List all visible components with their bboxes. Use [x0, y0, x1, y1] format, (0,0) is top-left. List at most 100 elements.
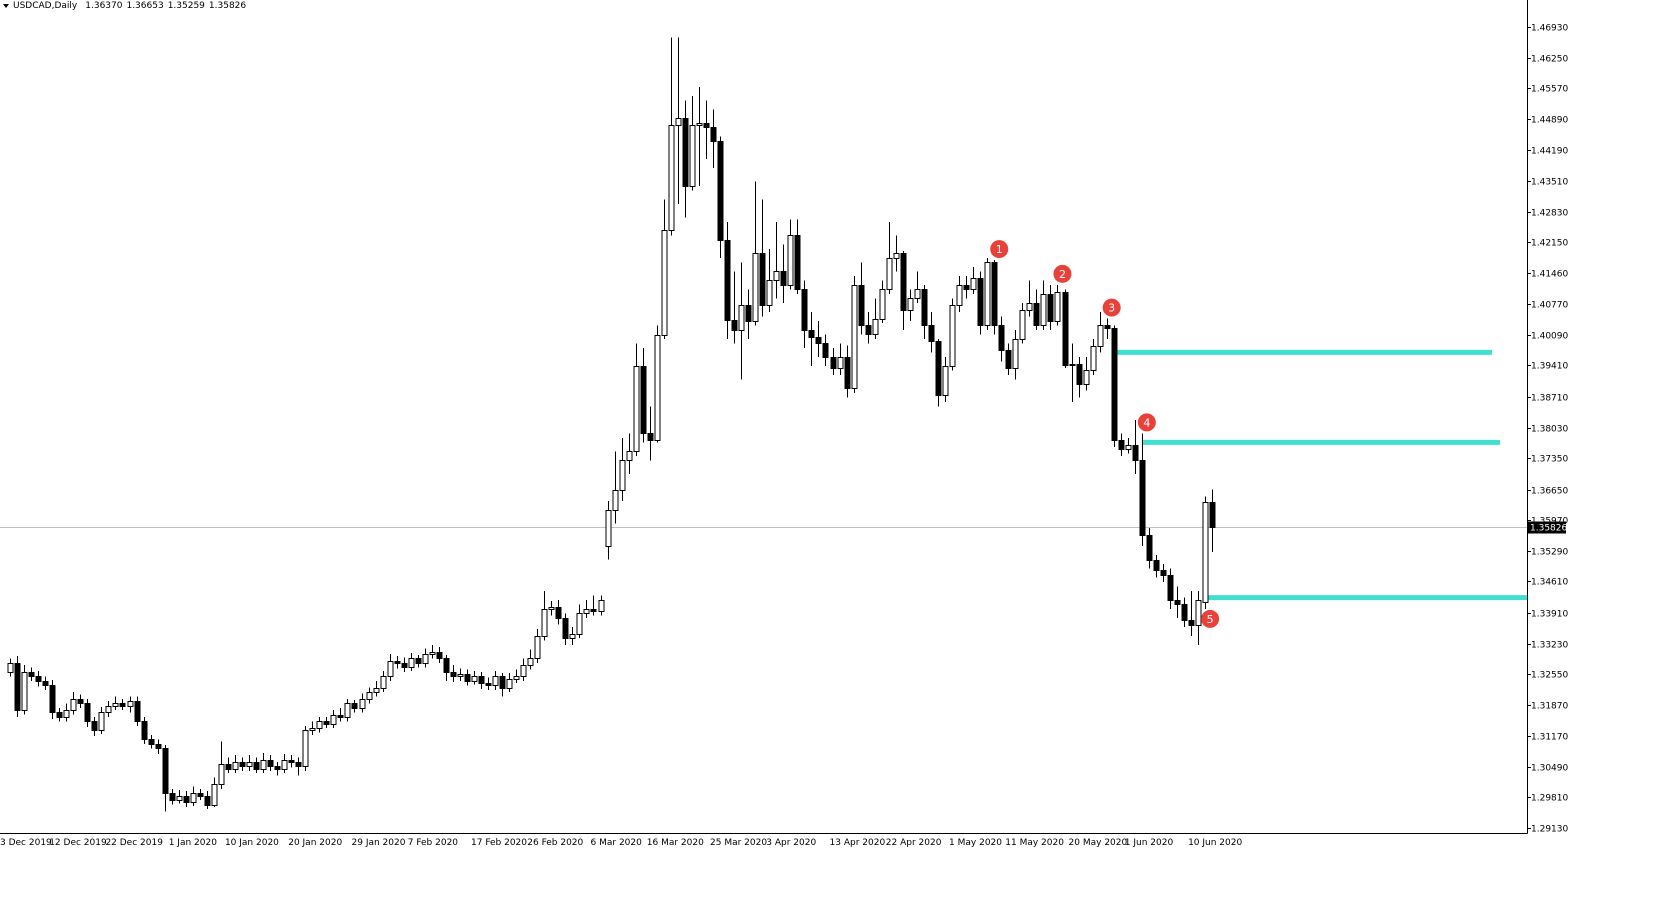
candle-body — [7, 663, 14, 673]
candle-body — [1167, 575, 1174, 601]
candle-body — [443, 658, 450, 673]
candle-body — [710, 127, 717, 142]
candle-body — [851, 285, 858, 389]
candle-body — [1054, 292, 1061, 322]
candle-body — [900, 253, 907, 311]
x-tick-label: 22 Apr 2020 — [886, 838, 942, 848]
candle-body — [401, 663, 408, 668]
candle-body — [485, 683, 492, 686]
marker — [1201, 609, 1220, 628]
current-price-label: 1.35826 — [1530, 524, 1567, 534]
candle-body — [176, 796, 183, 801]
candle-body — [253, 762, 260, 770]
x-tick-label: 3 Apr 2020 — [766, 838, 816, 848]
candle-body — [141, 721, 148, 740]
marker — [1053, 264, 1072, 283]
marker-label: 3 — [1108, 302, 1115, 315]
candle-body — [1125, 445, 1132, 450]
candle-body — [239, 762, 246, 767]
y-tick-label: 1.33910 — [1531, 610, 1568, 620]
candle-body — [872, 319, 879, 335]
candle-body — [422, 654, 429, 664]
candle-body — [548, 607, 555, 610]
candle-body — [569, 634, 576, 639]
candle-body — [169, 793, 176, 801]
candle-body — [105, 706, 112, 713]
marker — [1102, 298, 1121, 317]
candle-body — [70, 699, 77, 711]
candle-body — [162, 748, 169, 794]
candle-body — [366, 692, 373, 700]
y-tick-label: 1.35290 — [1531, 548, 1568, 558]
candle-body — [886, 258, 893, 290]
candle-body — [1005, 350, 1012, 369]
candle-body — [387, 661, 394, 677]
candle-body — [654, 335, 661, 441]
x-tick-label: 1 May 2020 — [949, 838, 1002, 848]
candle-body — [1160, 570, 1167, 576]
candle-body — [119, 703, 126, 707]
candle-body — [1202, 502, 1209, 603]
menu-triangle — [3, 4, 9, 8]
y-tick-label: 1.42830 — [1531, 209, 1568, 219]
candle-body — [893, 253, 900, 259]
candle-body — [197, 793, 204, 797]
candle-body — [63, 710, 70, 718]
candle-body — [1188, 620, 1195, 626]
candle-body — [914, 289, 921, 299]
candle-body — [970, 278, 977, 290]
plot-area: 1 2 3 4 5 — [0, 37, 1527, 812]
candle-body — [647, 433, 654, 441]
candle-body — [1069, 364, 1076, 366]
candle-body — [555, 607, 562, 619]
candle-body — [373, 688, 380, 693]
candle-body — [21, 672, 28, 711]
candle-body — [527, 658, 534, 666]
y-tick-label: 1.36650 — [1531, 487, 1568, 497]
candle-body — [773, 271, 780, 281]
x-tick-label: 3 Dec 2019 — [0, 838, 52, 848]
candle-body — [155, 744, 162, 749]
candle-body — [492, 676, 499, 686]
x-tick-label: 1 Jun 2020 — [1125, 838, 1174, 848]
candle-body — [436, 652, 443, 659]
candle-body — [98, 712, 105, 731]
candle-body — [84, 703, 91, 722]
candle-body — [541, 609, 548, 637]
header-value: 1.36370 — [85, 1, 122, 11]
candle-body — [1040, 294, 1047, 326]
candle-body — [752, 253, 759, 322]
marker-label: 5 — [1207, 613, 1214, 626]
candle-body — [1146, 535, 1153, 561]
candle-body — [977, 278, 984, 326]
x-tick-label: 17 Feb 2020 — [471, 838, 527, 848]
candle-body — [42, 681, 49, 686]
candle-body — [682, 118, 689, 187]
marker-label: 4 — [1143, 416, 1150, 429]
candle-body — [984, 262, 991, 326]
candle-body — [246, 762, 253, 767]
candle-body — [935, 341, 942, 396]
y-tick-label: 1.31170 — [1531, 733, 1568, 743]
candle-body — [949, 305, 956, 367]
candle-body — [464, 674, 471, 682]
symbol: USDCAD,Daily — [13, 1, 78, 11]
candle-body — [91, 721, 98, 731]
candle-body — [794, 235, 801, 290]
x-tick-label: 22 Dec 2019 — [105, 838, 163, 848]
y-tick-label: 1.34610 — [1531, 578, 1568, 588]
candle-body — [520, 665, 527, 677]
header-value: 1.35826 — [209, 1, 246, 11]
candle-body — [274, 766, 281, 770]
candle-body — [921, 289, 928, 326]
candle-body — [787, 235, 794, 286]
candle-body — [696, 123, 703, 126]
candle-body — [865, 325, 872, 335]
candle-body — [429, 652, 436, 655]
candle-body — [14, 663, 21, 711]
y-tick-label: 1.43510 — [1531, 178, 1568, 188]
candle-body — [77, 699, 84, 704]
candle-body — [801, 289, 808, 331]
